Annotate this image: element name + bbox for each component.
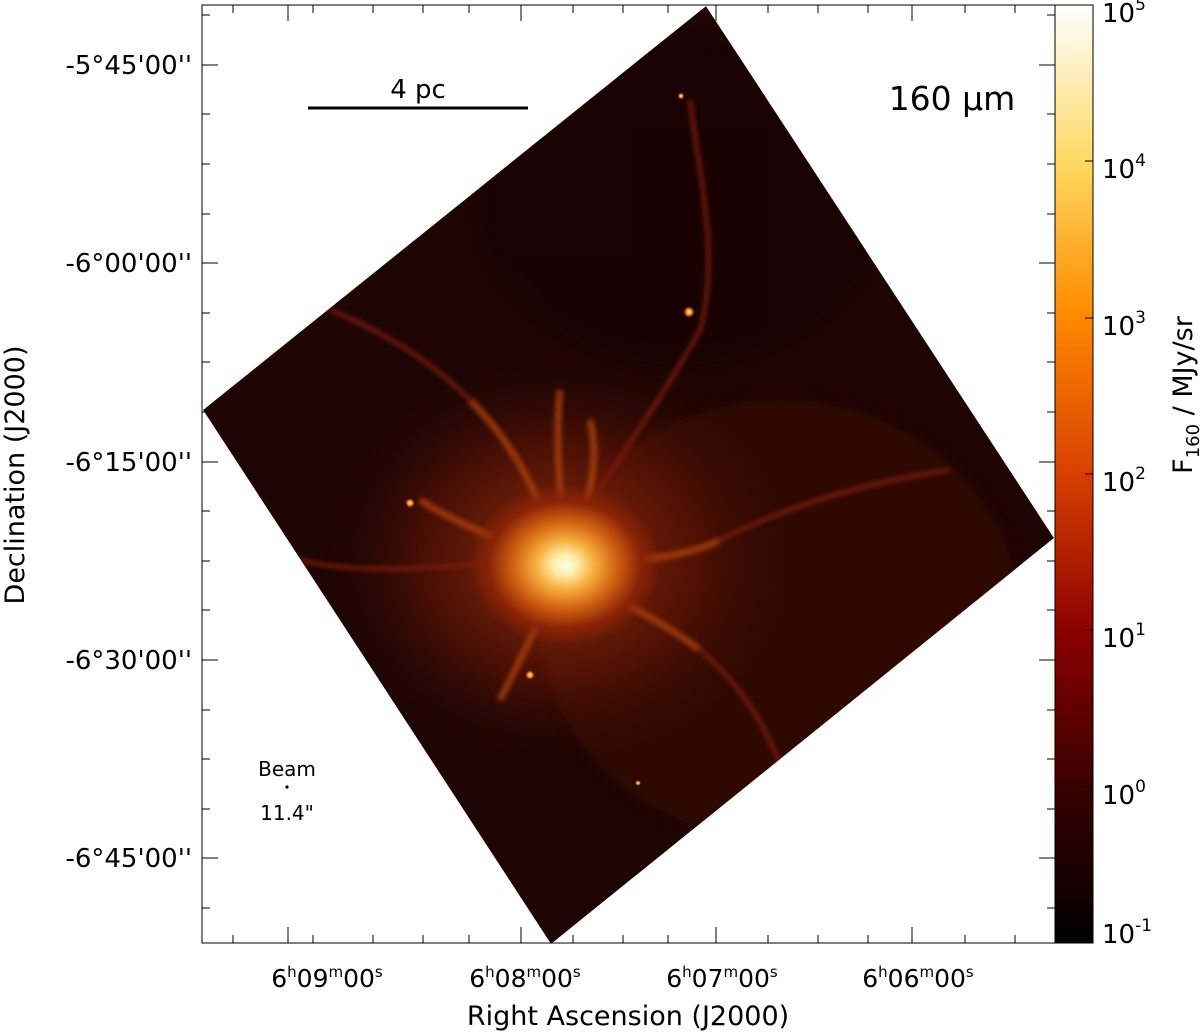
colorbar-tick-label: 103 [1102,308,1146,342]
band-label: 160 μm [889,79,1016,118]
dec-tick-label: -6°15'00'' [65,448,192,478]
ra-tick-labels: 6h09m00s 6h08m00s 6h07m00s 6h06m00s [271,963,974,993]
colorbar-tick-label: 104 [1102,151,1146,185]
ra-tick-label: 6h07m00s [666,963,778,993]
colorbar: 105 104 103 102 101 100 10-1 F160 / MJy/… [1054,0,1200,950]
colorbar-tick-label: 100 [1102,777,1146,811]
beam-size: 11.4" [260,801,314,825]
dec-tick-label: -6°30'00'' [65,646,192,676]
ra-tick-label: 6h06m00s [862,963,974,993]
beam-title: Beam [258,757,316,781]
ra-tick-label: 6h08m00s [469,963,581,993]
beam-annotation: Beam 11.4" [258,757,316,825]
dec-tick-labels: -5°45'00'' -6°00'00'' -6°15'00'' -6°30'0… [65,51,192,874]
y-axis-label: Declination (J2000) [0,346,31,605]
ra-tick-label: 6h09m00s [271,963,383,993]
colorbar-tick-label: 101 [1102,620,1146,654]
colorbar-label: F160 / MJy/sr [1168,315,1200,474]
colorbar-tick-label: 102 [1102,464,1146,498]
dec-tick-label: -6°00'00'' [65,249,192,279]
colorbar-tick-label: 105 [1102,0,1146,29]
x-axis-label: Right Ascension (J2000) [467,1001,789,1032]
scale-bar: 4 pc [308,75,528,110]
dec-tick-label: -5°45'00'' [65,51,192,81]
colorbar-tick-label: 10-1 [1102,916,1152,950]
sky-image [203,6,1054,944]
beam-marker [285,785,289,789]
scale-bar-label: 4 pc [390,75,446,105]
axis-ticks [202,5,1055,943]
dec-tick-label: -6°45'00'' [65,844,192,874]
